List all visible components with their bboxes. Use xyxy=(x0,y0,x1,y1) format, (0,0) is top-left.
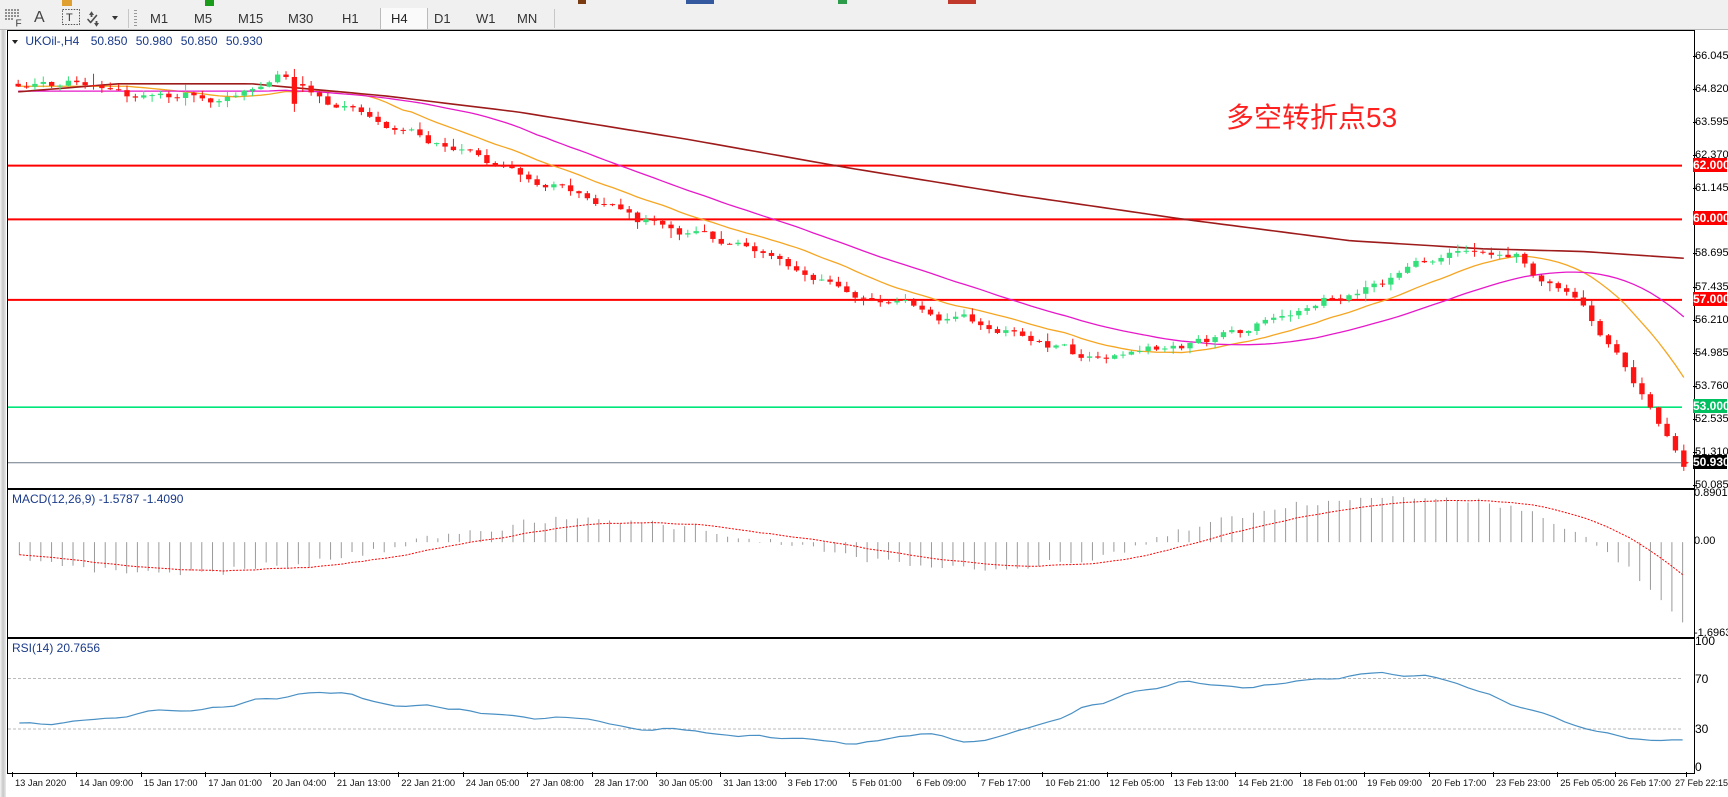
svg-text:T: T xyxy=(66,12,73,24)
svg-text:F: F xyxy=(16,19,22,29)
